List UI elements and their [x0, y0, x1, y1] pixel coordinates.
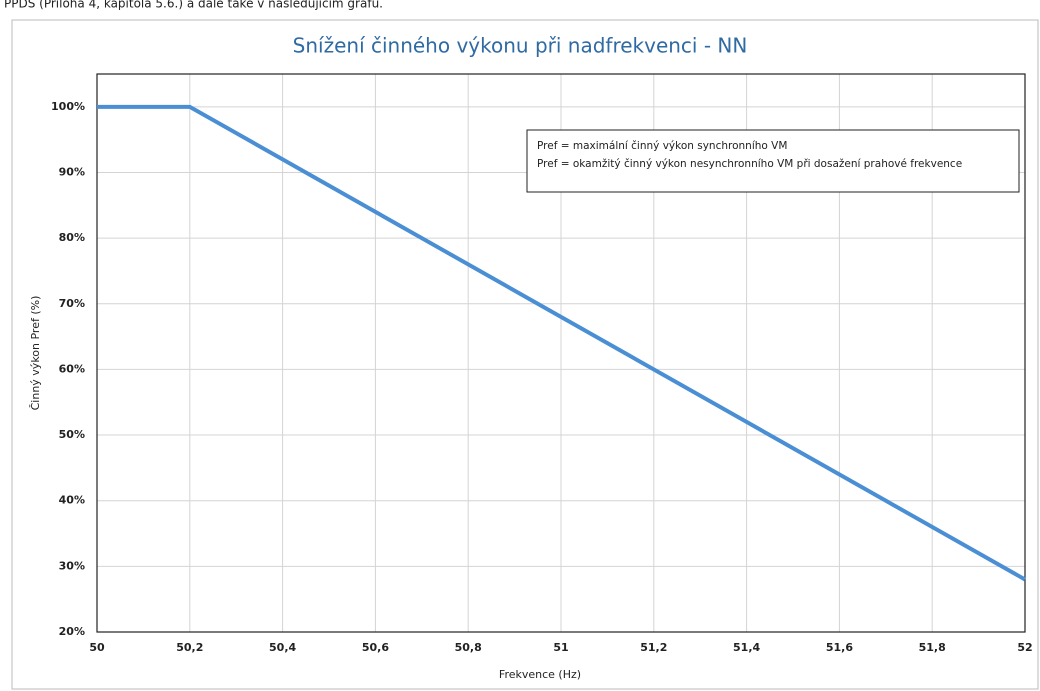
y-tick-label: 100% [51, 100, 85, 113]
y-tick-label: 60% [59, 362, 85, 375]
x-tick-label: 52 [1017, 641, 1032, 654]
chart-frame [11, 19, 1039, 690]
caption: PPDS (Příloha 4, kapitola 5.6.) a dále t… [4, 0, 383, 11]
y-tick-label: 30% [59, 559, 85, 572]
y-tick-label: 20% [59, 625, 85, 638]
x-axis-label: Frekvence (Hz) [499, 668, 581, 681]
y-tick-label: 50% [59, 428, 85, 441]
y-tick-label: 90% [59, 165, 85, 178]
x-tick-label: 51,8 [919, 641, 946, 654]
x-tick-label: 50,8 [455, 641, 482, 654]
x-tick-label: 50,6 [362, 641, 389, 654]
legend-box [526, 129, 1020, 193]
x-tick-label: 50,4 [269, 641, 296, 654]
y-tick-label: 80% [59, 231, 85, 244]
y-tick-label: 40% [59, 494, 85, 507]
y-tick-label: 70% [59, 297, 85, 310]
chart-title: Snížení činného výkonu při nadfrekvenci … [293, 34, 748, 58]
x-tick-label: 50 [89, 641, 105, 654]
x-tick-label: 51,6 [826, 641, 853, 654]
x-tick-label: 50,2 [176, 641, 203, 654]
plot-frame [96, 73, 1026, 633]
x-tick-label: 51,4 [733, 641, 760, 654]
x-tick-label: 51 [553, 641, 568, 654]
x-tick-label: 51,2 [640, 641, 667, 654]
y-axis-label: Činný výkon Pref (%) [29, 296, 42, 411]
legend-text: Pref = okamžitý činný výkon nesynchronní… [537, 158, 962, 170]
legend-text: Pref = maximální činný výkon synchronníh… [537, 140, 787, 152]
data-line [97, 104, 1026, 582]
